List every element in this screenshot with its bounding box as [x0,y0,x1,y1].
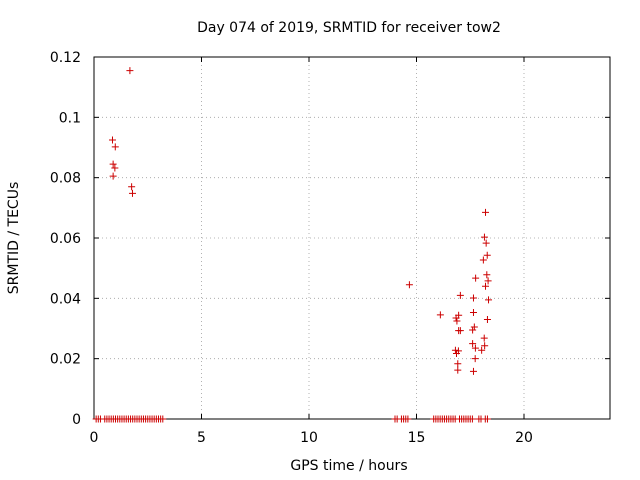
data-point [109,160,117,168]
data-point [128,183,136,191]
plot-frame [93,56,611,420]
data-point [108,136,116,144]
data-point [404,415,412,423]
data-point [471,355,479,363]
data-point [126,67,134,75]
data-point [480,334,488,342]
mark-layer [92,67,493,423]
data-point [451,346,459,354]
x-tick-label: 15 [408,430,426,446]
data-point [483,251,491,259]
data-point [452,314,460,322]
data-point [480,233,488,241]
data-point [481,342,489,350]
chart-title: Day 074 of 2019, SRMTID for receiver tow… [197,20,501,36]
data-point [468,415,476,423]
x-tick-label: 5 [197,430,206,446]
data-point [485,296,493,304]
data-point [483,415,491,423]
data-point [469,326,477,334]
data-point [456,327,464,335]
y-tick-label: 0 [72,412,81,428]
data-point [453,317,461,325]
y-tick-label: 0.08 [50,171,81,187]
x-axis-label: GPS time / hours [290,458,407,474]
data-point [159,415,167,423]
x-tick-label: 10 [300,430,318,446]
data-point [128,189,136,197]
data-point [469,340,477,348]
data-point [109,172,117,180]
data-point [456,291,464,299]
data-point [472,274,480,282]
y-tick-label: 0.04 [50,291,81,307]
data-point [454,366,462,374]
y-axis-label: SRMTID / TECUs [6,182,22,295]
x-tick-label: 20 [515,430,533,446]
data-point [483,271,491,279]
data-point [482,282,490,290]
data-point [436,311,444,319]
data-point [405,281,413,289]
y-tick-label: 0.12 [50,50,81,66]
data-point [111,143,119,151]
data-point [469,294,477,302]
data-point [469,309,477,317]
data-point [483,315,491,323]
y-tick-label: 0.1 [59,110,81,126]
data-point [454,360,462,368]
y-tick-label: 0.02 [50,352,81,368]
y-tick-label: 0.06 [50,231,81,247]
data-point [482,239,490,247]
data-point [479,256,487,264]
data-point [484,277,492,285]
data-point [470,323,478,331]
data-point [471,344,479,352]
tick-layer: 0 5 10 15 20 0 0.02 0.04 0.06 0.08 0.1 0.12 [50,50,610,446]
data-point [452,350,460,358]
grid-layer [94,57,610,419]
x-tick-label: 0 [90,430,99,446]
data-point [478,346,486,354]
data-point [469,367,477,375]
data-point [482,208,490,216]
data-point [111,164,119,172]
